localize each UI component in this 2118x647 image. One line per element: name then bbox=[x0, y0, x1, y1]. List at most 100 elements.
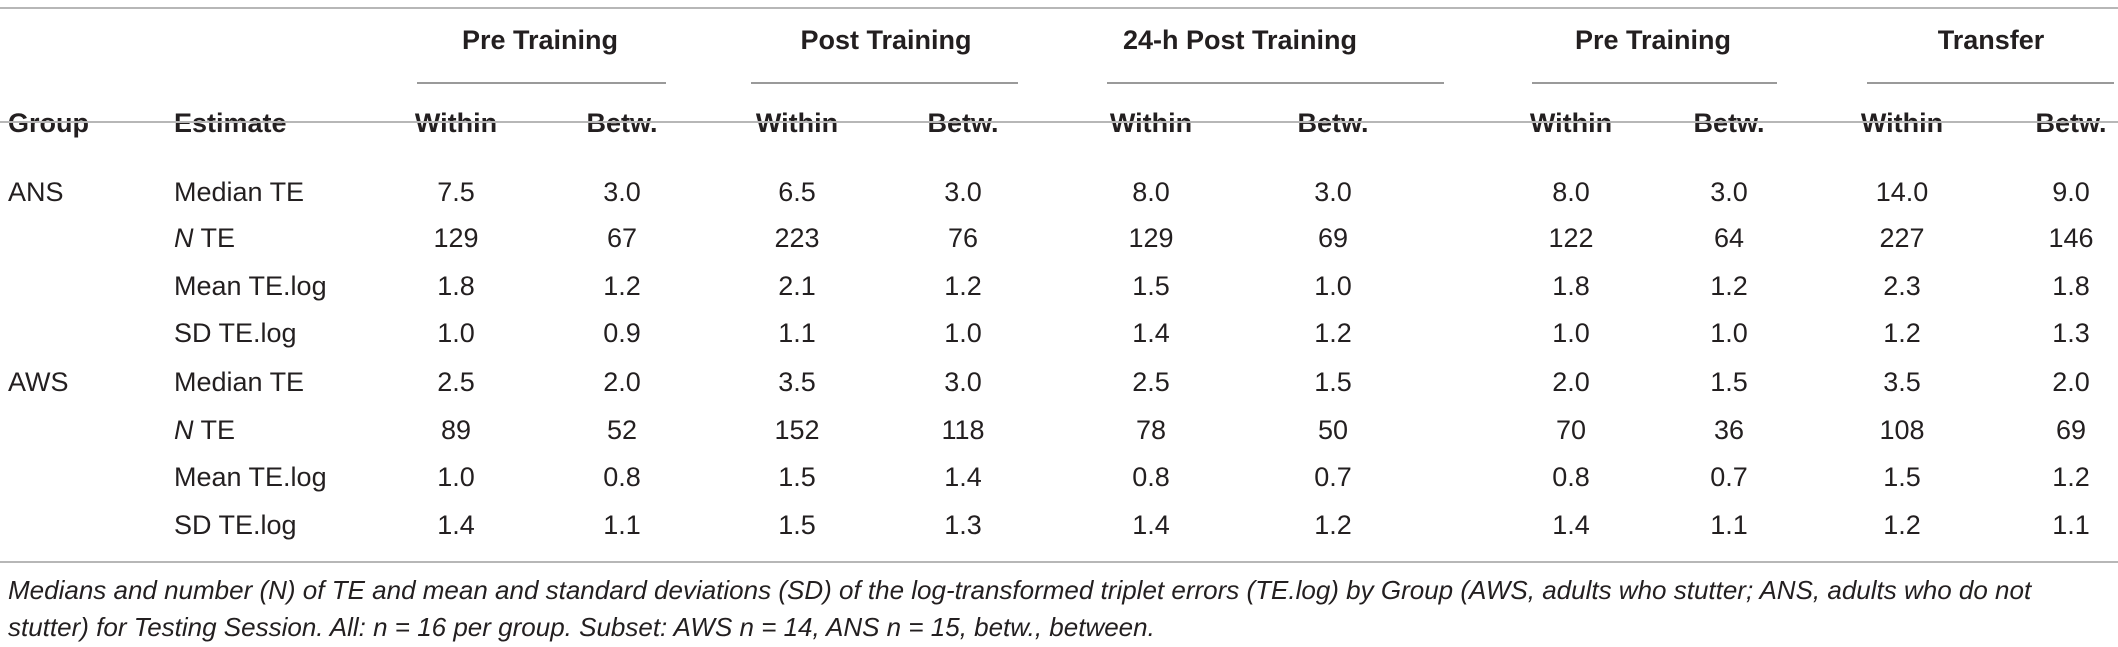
estimate-label: Median TE bbox=[174, 177, 305, 207]
value-cell: 1.2 bbox=[1710, 271, 1748, 301]
between-column-header: Betw. bbox=[2035, 108, 2107, 138]
value-cell: 227 bbox=[1879, 223, 1925, 253]
session-header: Transfer bbox=[1937, 25, 2045, 55]
value-cell: 14.0 bbox=[1875, 177, 1929, 207]
value-cell: 1.2 bbox=[944, 271, 982, 301]
value-cell: 64 bbox=[1713, 223, 1745, 253]
estimate-label: Mean TE.log bbox=[174, 462, 327, 492]
session-header-rule bbox=[1867, 82, 2114, 84]
estimate-prefix: N bbox=[174, 415, 194, 445]
value-cell: 8.0 bbox=[1132, 177, 1170, 207]
value-cell: 146 bbox=[2048, 223, 2094, 253]
value-cell: 1.2 bbox=[1314, 510, 1352, 540]
estimate-cell: Median TE bbox=[174, 176, 304, 208]
between-column-header: Betw. bbox=[1693, 108, 1765, 138]
group-column-header: Group bbox=[8, 108, 89, 138]
value-cell: 1.2 bbox=[603, 271, 641, 301]
value-cell: 2.5 bbox=[437, 367, 475, 397]
table-caption: Medians and number (N) of TE and mean an… bbox=[8, 575, 2032, 642]
session-header-rule bbox=[751, 82, 1018, 84]
value-cell: 1.1 bbox=[2052, 510, 2090, 540]
within-column-header: Within bbox=[414, 108, 498, 138]
value-cell: 76 bbox=[947, 223, 979, 253]
estimate-label: SD TE.log bbox=[174, 510, 297, 540]
value-cell: 2.0 bbox=[1552, 367, 1590, 397]
value-cell: 52 bbox=[606, 415, 638, 445]
value-cell: 152 bbox=[774, 415, 820, 445]
value-cell: 3.0 bbox=[603, 177, 641, 207]
value-cell: 1.2 bbox=[1883, 510, 1921, 540]
value-cell: 118 bbox=[941, 415, 985, 445]
value-cell: 3.0 bbox=[1710, 177, 1748, 207]
value-cell: 1.1 bbox=[603, 510, 641, 540]
value-cell: 89 bbox=[440, 415, 472, 445]
value-cell: 1.0 bbox=[1314, 271, 1352, 301]
value-cell: 78 bbox=[1135, 415, 1167, 445]
value-cell: 1.0 bbox=[437, 318, 475, 348]
value-cell: 1.0 bbox=[944, 318, 982, 348]
value-cell: 1.4 bbox=[1552, 510, 1590, 540]
value-cell: 1.8 bbox=[1552, 271, 1590, 301]
session-header: Pre Training bbox=[1574, 25, 1732, 55]
estimate-prefix: N bbox=[174, 223, 194, 253]
session-header-rule bbox=[1107, 82, 1444, 84]
value-cell: 6.5 bbox=[778, 177, 816, 207]
value-cell: 1.5 bbox=[778, 510, 816, 540]
value-cell: 1.1 bbox=[778, 318, 816, 348]
session-header: 24-h Post Training bbox=[1122, 25, 1358, 55]
value-cell: 0.8 bbox=[1132, 462, 1170, 492]
value-cell: 3.5 bbox=[1883, 367, 1921, 397]
value-cell: 69 bbox=[2055, 415, 2087, 445]
within-column-header: Within bbox=[1109, 108, 1193, 138]
value-cell: 3.0 bbox=[1314, 177, 1352, 207]
value-cell: 70 bbox=[1555, 415, 1587, 445]
value-cell: 129 bbox=[1128, 223, 1174, 253]
value-cell: 67 bbox=[606, 223, 638, 253]
estimate-label: Mean TE.log bbox=[174, 271, 327, 301]
value-cell: 50 bbox=[1317, 415, 1349, 445]
value-cell: 1.2 bbox=[1314, 318, 1352, 348]
value-cell: 1.4 bbox=[944, 462, 982, 492]
value-cell: 1.4 bbox=[1132, 318, 1170, 348]
value-cell: 69 bbox=[1317, 223, 1349, 253]
estimate-cell: Mean TE.log bbox=[174, 270, 327, 302]
value-cell: 0.7 bbox=[1710, 462, 1748, 492]
value-cell: 3.5 bbox=[778, 367, 816, 397]
value-cell: 8.0 bbox=[1552, 177, 1590, 207]
within-column-header: Within bbox=[1529, 108, 1613, 138]
value-cell: 1.0 bbox=[437, 462, 475, 492]
value-cell: 1.2 bbox=[2052, 462, 2090, 492]
value-cell: 36 bbox=[1713, 415, 1745, 445]
value-cell: 0.7 bbox=[1314, 462, 1352, 492]
estimate-cell: SD TE.log bbox=[174, 317, 297, 349]
value-cell: 2.3 bbox=[1883, 271, 1921, 301]
value-cell: 2.1 bbox=[778, 271, 816, 301]
top-rule bbox=[0, 7, 2118, 9]
value-cell: 0.9 bbox=[603, 318, 641, 348]
value-cell: 1.8 bbox=[2052, 271, 2090, 301]
value-cell: 108 bbox=[1879, 415, 1925, 445]
value-cell: 1.3 bbox=[2052, 318, 2090, 348]
between-column-header: Betw. bbox=[927, 108, 999, 138]
between-column-header: Betw. bbox=[586, 108, 658, 138]
session-header: Post Training bbox=[800, 25, 972, 55]
value-cell: 1.0 bbox=[1710, 318, 1748, 348]
value-cell: 1.5 bbox=[1710, 367, 1748, 397]
value-cell: 122 bbox=[1548, 223, 1594, 253]
value-cell: 1.3 bbox=[944, 510, 982, 540]
value-cell: 2.5 bbox=[1132, 367, 1170, 397]
estimate-column-header: Estimate bbox=[174, 108, 287, 138]
within-column-header: Within bbox=[1860, 108, 1944, 138]
within-column-header: Within bbox=[755, 108, 839, 138]
session-header-rule bbox=[1532, 82, 1777, 84]
value-cell: 0.8 bbox=[1552, 462, 1590, 492]
value-cell: 1.0 bbox=[1552, 318, 1590, 348]
estimate-cell: Mean TE.log bbox=[174, 461, 327, 493]
value-cell: 1.4 bbox=[1132, 510, 1170, 540]
value-cell: 1.1 bbox=[1710, 510, 1748, 540]
value-cell: 3.0 bbox=[944, 177, 982, 207]
estimate-cell: Median TE bbox=[174, 366, 304, 398]
value-cell: 3.0 bbox=[944, 367, 982, 397]
value-cell: 9.0 bbox=[2052, 177, 2090, 207]
value-cell: 2.0 bbox=[2052, 367, 2090, 397]
